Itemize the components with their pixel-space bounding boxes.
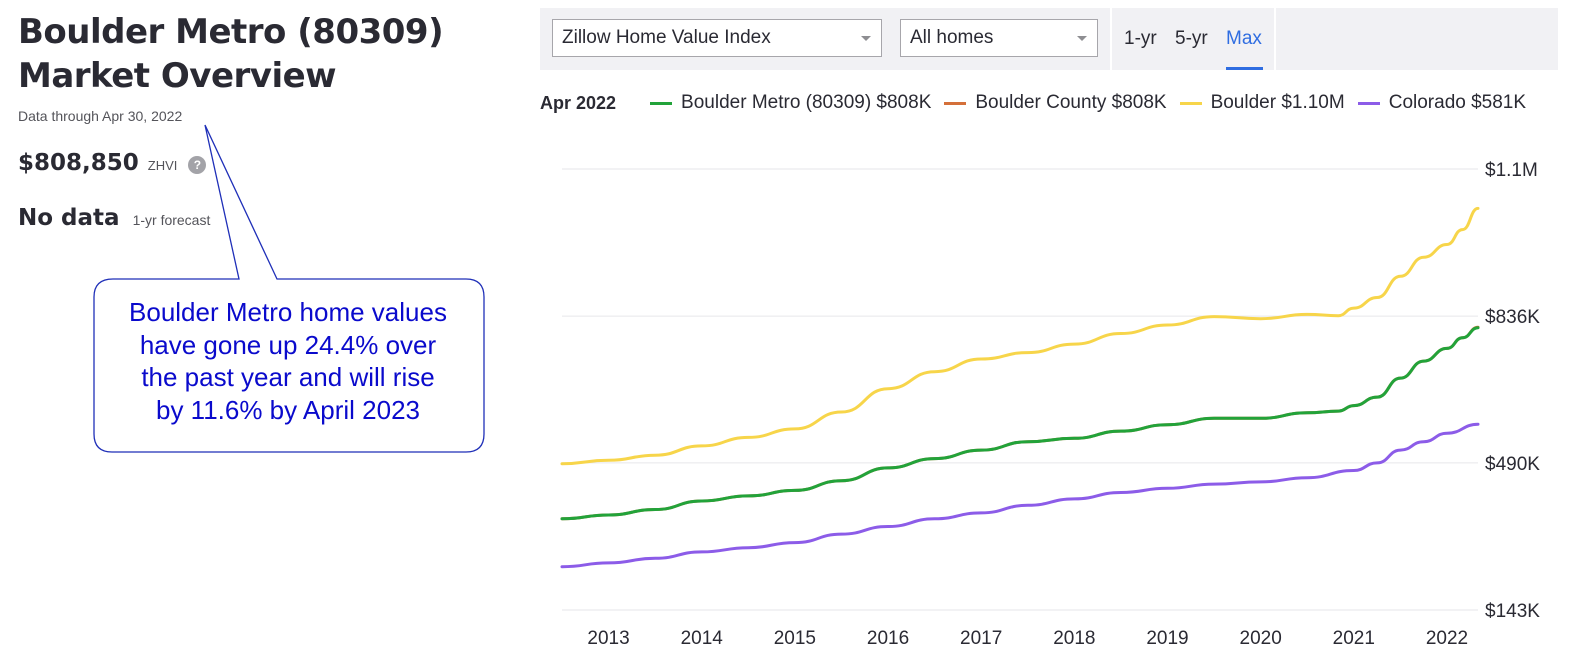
- series-line-boulder-county[interactable]: [560, 325, 1480, 521]
- chart-series: [560, 206, 1480, 569]
- series-line-colorado[interactable]: [560, 422, 1480, 569]
- home-type-select-value: All homes: [910, 27, 994, 48]
- x-tick-label: 2020: [1240, 628, 1282, 649]
- zhvi-value: $808,850: [18, 150, 139, 176]
- zhvi-summary: $808,850 ZHVI ?: [18, 150, 207, 176]
- x-tick-label: 2019: [1146, 628, 1188, 649]
- chart-toolbar: Zillow Home Value Index All homes 1-yr 5…: [540, 8, 1558, 70]
- forecast-value: No data: [18, 205, 120, 231]
- y-axis-ticks: $1.1M $836K $490K $143K: [1485, 160, 1540, 622]
- x-tick-label: 2013: [587, 628, 629, 649]
- legend-label: Colorado $581K: [1388, 92, 1527, 113]
- y-tick-label: $836K: [1485, 307, 1540, 328]
- legend-swatch: [650, 101, 673, 105]
- legend-label: Boulder Metro (80309) $808K: [681, 92, 932, 113]
- legend-item-boulder-metro[interactable]: Boulder Metro (80309) $808K: [650, 92, 931, 114]
- legend-swatch: [1357, 101, 1380, 105]
- x-tick-label: 2014: [681, 628, 724, 649]
- toolbar-divider: [1110, 8, 1112, 70]
- callout-line: have gone up 24.4% over: [139, 329, 437, 360]
- toolbar-divider: [1274, 8, 1276, 70]
- tab-5-yr[interactable]: 5-yr: [1175, 28, 1208, 49]
- legend-swatch: [1179, 101, 1202, 105]
- y-tick-label: $490K: [1485, 454, 1540, 475]
- x-tick-label: 2021: [1333, 628, 1375, 649]
- active-tab-indicator: [1226, 67, 1263, 70]
- legend-item-boulder[interactable]: Boulder $1.10M: [1179, 92, 1345, 114]
- x-tick-label: 2018: [1053, 628, 1095, 649]
- x-tick-label: 2017: [960, 628, 1002, 649]
- data-through-date: Data through Apr 30, 2022: [18, 108, 183, 124]
- page-title: Boulder Metro (80309) Market Overview: [18, 12, 444, 96]
- callout-text: Boulder Metro home values have gone up 2…: [94, 296, 482, 426]
- home-type-select[interactable]: All homes: [900, 19, 1098, 57]
- legend-label: Boulder $1.10M: [1210, 92, 1345, 113]
- forecast-summary: No data 1-yr forecast: [18, 205, 210, 231]
- chevron-down-icon: [861, 36, 871, 41]
- chevron-down-icon: [1077, 36, 1087, 41]
- tab-max[interactable]: Max: [1226, 28, 1262, 49]
- callout-line: by 11.6% by April 2023: [155, 394, 421, 425]
- metric-select[interactable]: Zillow Home Value Index: [552, 19, 882, 57]
- callout-line: Boulder Metro home values: [129, 297, 447, 327]
- x-tick-label: 2016: [867, 628, 909, 649]
- x-axis-ticks: 2013 2014 2015 2016 2017 2018 2019 2020 2021 2022: [587, 628, 1468, 649]
- x-tick-label: 2015: [774, 628, 816, 649]
- series-line-boulder[interactable]: [560, 206, 1480, 466]
- x-tick-label: 2022: [1426, 628, 1468, 649]
- legend-label: Boulder County $808K: [975, 92, 1167, 113]
- legend-item-boulder-county[interactable]: Boulder County $808K: [944, 92, 1167, 114]
- forecast-label: 1-yr forecast: [132, 212, 211, 228]
- zhvi-label: ZHVI: [147, 158, 178, 173]
- series-line-boulder-metro-80309[interactable]: [560, 326, 1480, 521]
- legend-date: Apr 2022: [540, 92, 617, 113]
- metric-select-value: Zillow Home Value Index: [562, 27, 771, 48]
- help-circle-icon[interactable]: ?: [188, 156, 207, 174]
- home-value-chart[interactable]: $1.1M$836K$490K$143K 2013 2014 2015 2016 201…: [540, 140, 1570, 665]
- legend-swatch: [944, 101, 967, 105]
- chart-gridlines: [562, 168, 1478, 611]
- y-tick-label: $1.1M: [1485, 160, 1538, 181]
- y-tick-label: $143K: [1485, 601, 1540, 622]
- chart-legend: Apr 2022 Boulder Metro (80309) $808K Bou…: [540, 90, 1539, 116]
- callout-line: the past year and will rise: [141, 362, 435, 392]
- tab-1-yr[interactable]: 1-yr: [1124, 28, 1157, 49]
- legend-item-colorado[interactable]: Colorado $581K: [1357, 92, 1527, 114]
